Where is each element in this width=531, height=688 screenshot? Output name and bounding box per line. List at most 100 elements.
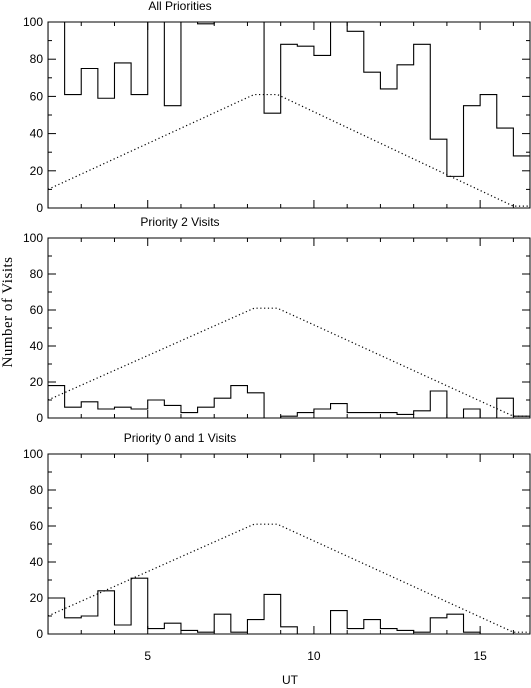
x-tick-label: 15 <box>473 649 487 663</box>
histogram-bin <box>81 616 98 634</box>
histogram-bin <box>231 386 248 418</box>
histogram-bin <box>164 623 181 634</box>
histogram-bin <box>414 44 431 208</box>
plot-frame <box>47 21 531 209</box>
y-axis-title: Number of Visits <box>0 257 16 368</box>
histogram-bin <box>397 65 414 208</box>
histogram-bin <box>65 407 82 418</box>
y-tick-label: 60 <box>30 89 44 103</box>
y-tick-label: 100 <box>23 447 43 461</box>
y-tick-label: 80 <box>30 483 44 497</box>
histogram-bin <box>364 620 381 634</box>
y-tick-label: 0 <box>36 201 43 215</box>
histogram-bin <box>131 95 148 208</box>
histogram-bin <box>331 611 348 634</box>
histogram-bin <box>214 398 231 418</box>
panel-title: Priority 2 Visits <box>140 215 219 229</box>
histogram-bin <box>231 22 248 208</box>
histogram-bin <box>297 413 314 418</box>
histogram-bin <box>148 629 165 634</box>
y-tick-label: 60 <box>30 303 44 317</box>
histogram-bin <box>114 63 131 208</box>
histogram-bin <box>181 22 198 208</box>
histogram-bin <box>297 46 314 208</box>
histogram-bin <box>98 591 115 634</box>
histogram-bin <box>430 391 447 418</box>
histogram-bin <box>264 594 281 634</box>
histogram-bin <box>364 72 381 208</box>
histogram-bin <box>81 402 98 418</box>
panel-1: All Priorities 0 20 40 60 80 100 <box>23 0 531 215</box>
y-tick-label: 0 <box>36 627 43 641</box>
histogram-bin <box>247 393 264 418</box>
y-tick-label: 40 <box>30 555 44 569</box>
reference-curve <box>48 523 530 633</box>
histogram-bin <box>430 139 447 208</box>
histogram-bin <box>114 625 131 634</box>
histogram-bin <box>364 413 381 418</box>
histogram-bin <box>281 627 298 634</box>
histogram-bin <box>131 409 148 418</box>
histogram-bin <box>198 407 215 418</box>
histogram-bin <box>380 89 397 208</box>
histogram-bin <box>480 95 497 208</box>
histogram-bin <box>347 413 364 418</box>
y-tick-label: 40 <box>30 127 44 141</box>
histogram-bin <box>198 24 215 208</box>
x-axis-title: UT <box>282 673 299 687</box>
histogram-bin <box>181 413 198 418</box>
histogram-bin <box>331 404 348 418</box>
histogram-bin <box>464 409 481 418</box>
y-tick-label: 20 <box>30 164 44 178</box>
y-tick-label: 20 <box>30 591 44 605</box>
plot-frame <box>47 237 531 419</box>
histogram-outline <box>48 385 530 418</box>
x-tick-label: 10 <box>307 649 321 663</box>
histogram-outline <box>48 577 530 634</box>
histogram-bin <box>65 95 82 208</box>
histogram-bin <box>314 409 331 418</box>
histogram-bin <box>331 22 348 208</box>
histogram-bin <box>131 578 148 634</box>
histogram-bin <box>380 629 397 634</box>
reference-curve <box>48 93 530 207</box>
panel-3: Priority 0 and 1 Visits 0 20 40 60 80 100 5 10 15 <box>23 431 531 663</box>
histogram-bin <box>513 156 530 208</box>
y-tick-label: 100 <box>23 231 43 245</box>
plot-frame <box>47 453 531 635</box>
histogram-bin <box>114 407 131 418</box>
histogram-bin <box>347 629 364 634</box>
histogram-bin <box>247 22 264 208</box>
panel-2: Priority 2 Visits 0 20 40 60 80 100 <box>23 215 531 425</box>
panel-title: All Priorities <box>148 0 211 13</box>
histogram-bin <box>414 411 431 418</box>
histogram-bin <box>314 55 331 208</box>
histogram-bin <box>281 44 298 208</box>
histogram-bin <box>214 614 231 634</box>
histogram-bin <box>497 128 514 208</box>
histogram-bin <box>430 618 447 634</box>
histogram-bin <box>347 31 364 208</box>
x-tick-label: 5 <box>144 649 151 663</box>
histogram-bin <box>148 22 165 208</box>
histogram-bin <box>98 98 115 208</box>
histogram-bin <box>148 400 165 418</box>
histogram-bin <box>65 618 82 634</box>
y-tick-label: 60 <box>30 519 44 533</box>
histogram-bin <box>464 106 481 208</box>
histogram-outline <box>48 22 530 208</box>
y-tick-label: 0 <box>36 411 43 425</box>
histogram-bin <box>264 113 281 208</box>
histogram-bin <box>48 386 65 418</box>
histogram-bin <box>164 106 181 208</box>
histogram-bin <box>164 405 181 418</box>
reference-curve <box>48 307 530 417</box>
histogram-bin <box>81 69 98 209</box>
panel-title: Priority 0 and 1 Visits <box>124 431 237 445</box>
y-tick-label: 20 <box>30 375 44 389</box>
y-tick-label: 100 <box>23 15 43 29</box>
histogram-bin <box>380 413 397 418</box>
y-tick-label: 80 <box>30 267 44 281</box>
histogram-bin <box>247 620 264 634</box>
